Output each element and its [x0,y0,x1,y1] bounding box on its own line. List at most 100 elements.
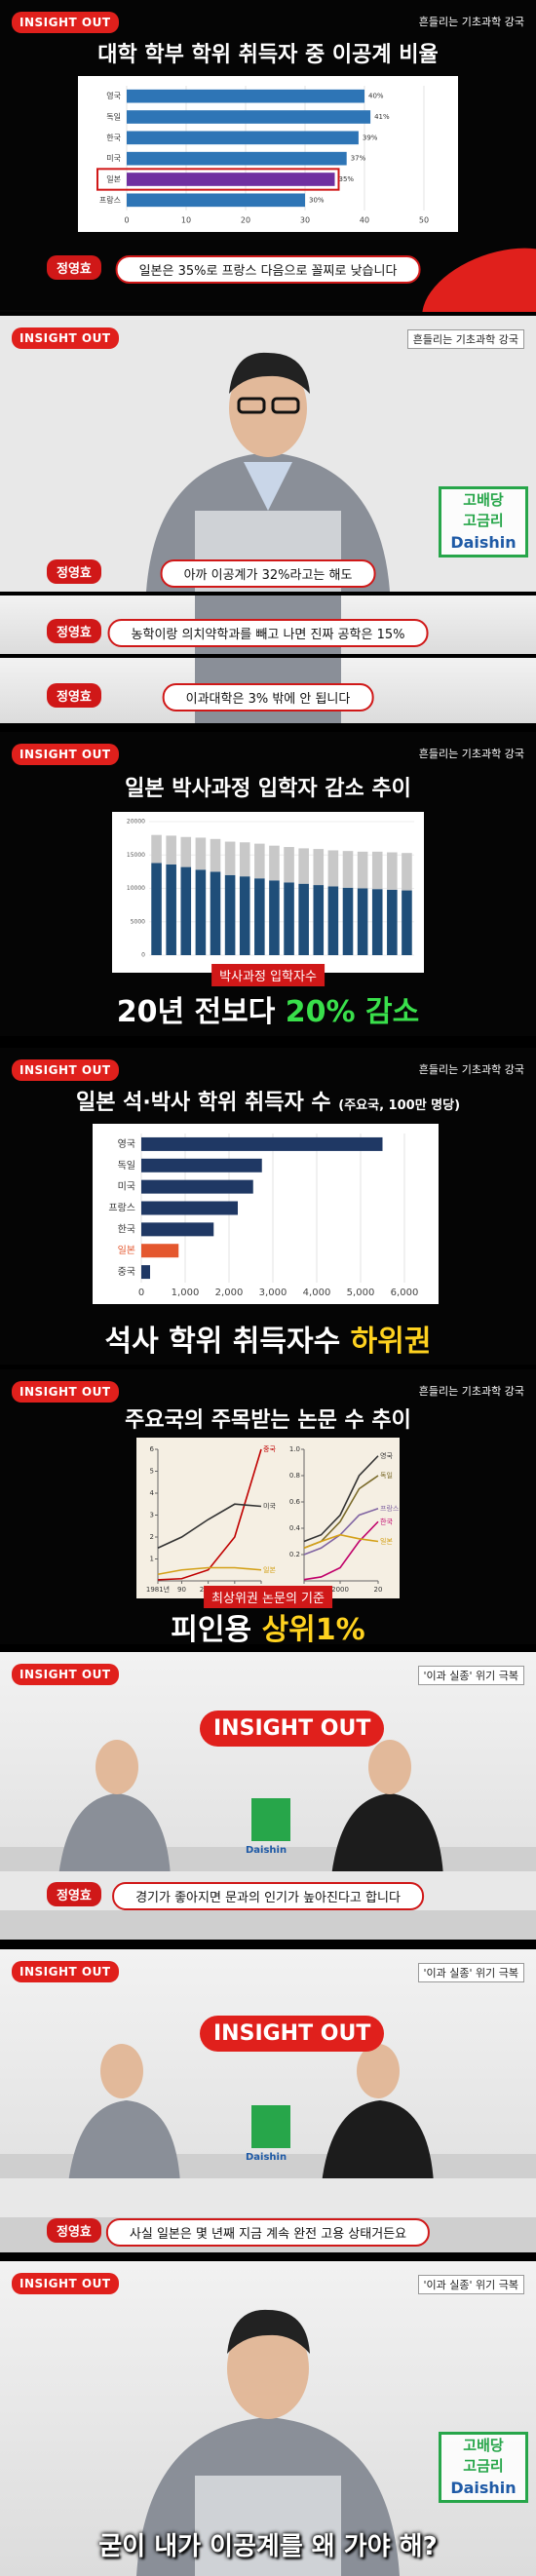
chart: 0.20.40.60.81.01981년200020영국독일프랑스한국일본 [289,1445,400,1594]
x-tick-label: 1,000 [172,1288,200,1298]
bar-segment [357,888,368,955]
value-label: 37% [351,155,366,163]
x-tick-label: 5,000 [347,1288,375,1298]
y-tick-label: 1 [150,1556,154,1563]
tag: 흔들리는 기초과학 강국 [406,329,524,349]
line [303,1455,379,1543]
y-tick-label: 프랑스 [108,1203,135,1214]
bar-segment [195,869,207,955]
value-label: 40% [368,93,384,100]
desk-logo: Daishin [246,1845,287,1856]
subtitle: 일본은 35%로 프랑스 다음으로 꼴찌로 낮습니다 [115,255,421,284]
bar [127,131,359,145]
x-tick-label: 30 [300,216,310,225]
title: 일본 박사과정 입학자 감소 추이 [125,777,411,801]
title: 주요국의 주목받는 논문 수 추이 [125,1408,411,1433]
y-tick-label: 0.6 [289,1498,301,1506]
y-tick-label: 2 [150,1533,154,1541]
value-label: 35% [339,175,355,183]
bar-segment [313,885,325,955]
chart-label: 박사과정 입학자수 [211,964,325,986]
y-tick-label: 일본 [106,175,121,184]
y-tick-label: 독일 [106,113,121,122]
y-tick-label: 15000 [127,852,145,859]
speaker: 정영효 [47,559,101,584]
studio-logo: INSIGHT OUT [200,2016,385,2052]
frame: INSIGHT OUT 흔들리는 기초과학 강국 주요국의 주목받는 논문 수 … [0,1369,536,1644]
y-tick-label: 6 [150,1445,155,1453]
sponsor-brand: Daishin [450,533,517,552]
y-tick-label: 0.8 [289,1472,300,1480]
y-tick-label: 0.4 [289,1524,301,1532]
bar [141,1244,179,1258]
chart: 0 10 20 30 40 50 영국 40% 독일 41% 한국 39% 미국 37% 일본 35% 프랑스 3… [96,86,429,225]
series-label: 미국 [263,1502,276,1511]
chart-panel: 0 1,000 2,000 3,000 4,000 5,000 6,000 영국 독일 미국 프랑스… [93,1124,439,1304]
frame: INSIGHT OUT 흔들리는 기초과학 강국 대학 학부 학위 취득자 중 … [0,0,536,312]
y-tick-label: 1.0 [289,1445,300,1453]
frame: INSIGHT OUT 흔들리는 기초과학 강국 고배당 고금리 Daishin… [0,316,536,592]
title: 대학 학부 학위 취득자 중 이공계 비율 [97,43,439,67]
headline: 석사 학위 취득자수 하위권 [0,1317,536,1360]
bar-segment [239,876,250,955]
bar [141,1222,214,1237]
y-tick-label: 5000 [131,918,145,925]
headline-text: 피인용 [171,1613,252,1644]
bar-segment [269,845,280,881]
y-tick-label: 영국 [106,91,121,100]
speaker: 정영효 [47,2218,101,2243]
tag: 흔들리는 기초과학 강국 [418,16,524,28]
x-tick-label: 50 [419,216,429,225]
title: 일본 석·박사 학위 취득자 수 (주요국, 100만 명당) [0,1085,536,1116]
sponsor-brand: Daishin [450,2479,517,2497]
frame: INSIGHT OUT 흔들리는 기초과학 강국 일본 박사과정 입학자 감소 … [0,732,536,1036]
y-tick-label: 0 [141,952,145,959]
bar-segment [254,843,265,879]
tag: 흔들리는 기초과학 강국 [418,1063,524,1076]
highlight-box [96,168,340,191]
bar-segment [342,887,354,955]
chart: 0 1,000 2,000 3,000 4,000 5,000 6,000 영국독일미국프랑스… [108,1134,419,1298]
bar [141,1158,262,1173]
y-tick-label: 한국 [118,1223,135,1235]
x-tick-label: 90 [177,1586,186,1594]
value-label: 30% [309,196,325,204]
logo: INSIGHT OUT [12,1961,119,1982]
value-label: 39% [363,134,378,141]
bar [127,151,347,166]
bar [127,193,305,208]
sponsor-sign: 고배당 고금리 Daishin [439,486,528,557]
studio-scene [0,2044,536,2252]
x-tick-label: 6,000 [391,1288,419,1298]
logo: INSIGHT OUT [12,744,119,765]
x-tick-label: 2000 [331,1586,349,1594]
x-tick-label: 0 [124,216,129,225]
series-label: 일본 [263,1565,276,1574]
bar-segment [254,878,265,955]
bar-segment [180,866,192,955]
x-tick-label: 20 [241,216,250,225]
title-note: (주요국, 100만 명당) [338,1098,461,1113]
line [157,1566,262,1576]
tag: '이과 실종' 위기 극복 [417,2275,524,2294]
tag: 흔들리는 기초과학 강국 [418,1385,524,1398]
subtitle: 굳이 내가 이공계를 왜 가야 해? [98,2532,438,2561]
bar-segment [151,863,162,955]
headline-text: 석사 학위 취득자수 [104,1325,341,1359]
bar-segment [166,835,176,865]
bar [141,1201,238,1215]
bar-segment [298,848,309,884]
bar-segment [239,842,250,877]
logo: INSIGHT OUT [12,327,119,349]
x-tick-label: 20 [374,1586,383,1594]
y-tick-label: 중국 [118,1266,135,1278]
series-label: 영국 [380,1451,393,1460]
y-tick-label: 4 [150,1489,155,1497]
bar-segment [269,880,280,955]
desk-logo: Daishin [246,2152,287,2163]
bar-segment [210,871,221,955]
bar-segment [313,849,325,886]
bar-segment [387,889,398,955]
line [157,1448,262,1581]
y-tick-label: 0.2 [289,1551,300,1558]
